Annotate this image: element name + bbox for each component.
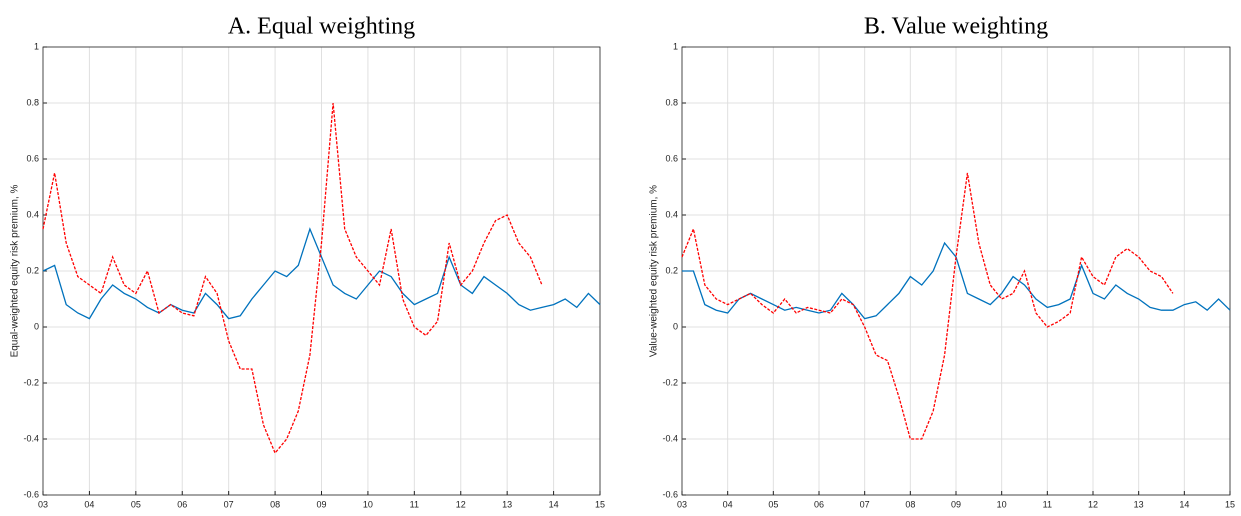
x-tick-label: 07 xyxy=(860,499,870,509)
y-tick-label: 0.4 xyxy=(665,209,678,219)
x-tick-label: 09 xyxy=(951,499,961,509)
y-tick-label: 1 xyxy=(673,41,678,51)
y-tick-label: -0.4 xyxy=(662,433,678,443)
y-tick-label: -0.6 xyxy=(662,489,678,499)
chart-title: A. Equal weighting xyxy=(228,14,415,40)
x-tick-label: 11 xyxy=(410,499,419,509)
y-tick-label: 0.8 xyxy=(26,97,39,107)
x-tick-label: 06 xyxy=(177,499,187,509)
x-tick-label: 03 xyxy=(677,499,687,509)
x-tick-label: 06 xyxy=(814,499,824,509)
x-tick-label: 05 xyxy=(131,499,141,509)
x-tick-label: 04 xyxy=(84,499,94,509)
x-tick-label: 09 xyxy=(316,499,326,509)
y-tick-label: 0 xyxy=(34,321,39,331)
x-tick-label: 04 xyxy=(723,499,733,509)
x-tick-label: 10 xyxy=(997,499,1007,509)
x-tick-label: 03 xyxy=(38,499,48,509)
x-tick-label: 11 xyxy=(1043,499,1052,509)
series-line xyxy=(42,102,543,455)
x-tick-label: 12 xyxy=(1088,499,1098,509)
x-tick-label: 13 xyxy=(1134,499,1144,509)
y-tick-label: -0.4 xyxy=(23,433,39,443)
y-axis-label: Value-weighted equity risk premium, % xyxy=(649,185,660,357)
x-tick-label: 10 xyxy=(363,499,373,509)
x-tick-label: 08 xyxy=(905,499,915,509)
x-tick-label: 15 xyxy=(1225,499,1235,509)
y-tick-label: 0 xyxy=(673,321,678,331)
x-tick-label: 12 xyxy=(456,499,466,509)
y-axis-label: Equal-weighted equity risk premium, % xyxy=(10,184,21,357)
y-tick-label: 0.4 xyxy=(26,209,39,219)
y-tick-label: 0.6 xyxy=(665,153,678,163)
y-tick-label: 0.2 xyxy=(665,265,678,275)
x-tick-label: 14 xyxy=(1179,499,1189,509)
series-line xyxy=(682,241,1231,320)
chart-title: B. Value weighting xyxy=(864,14,1048,40)
y-tick-label: -0.6 xyxy=(23,489,39,499)
x-tick-label: 14 xyxy=(549,499,559,509)
x-tick-label: 08 xyxy=(270,499,280,509)
y-tick-label: 0.8 xyxy=(665,97,678,107)
y-tick-label: -0.2 xyxy=(662,377,678,387)
y-tick-label: 0.6 xyxy=(26,153,39,163)
x-tick-label: 15 xyxy=(595,499,605,509)
y-tick-label: 0.2 xyxy=(26,265,39,275)
x-tick-label: 05 xyxy=(768,499,778,509)
y-tick-label: -0.2 xyxy=(23,377,39,387)
x-tick-label: 13 xyxy=(502,499,512,509)
y-tick-label: 1 xyxy=(34,41,39,51)
x-tick-label: 07 xyxy=(224,499,234,509)
series-line xyxy=(42,227,601,320)
